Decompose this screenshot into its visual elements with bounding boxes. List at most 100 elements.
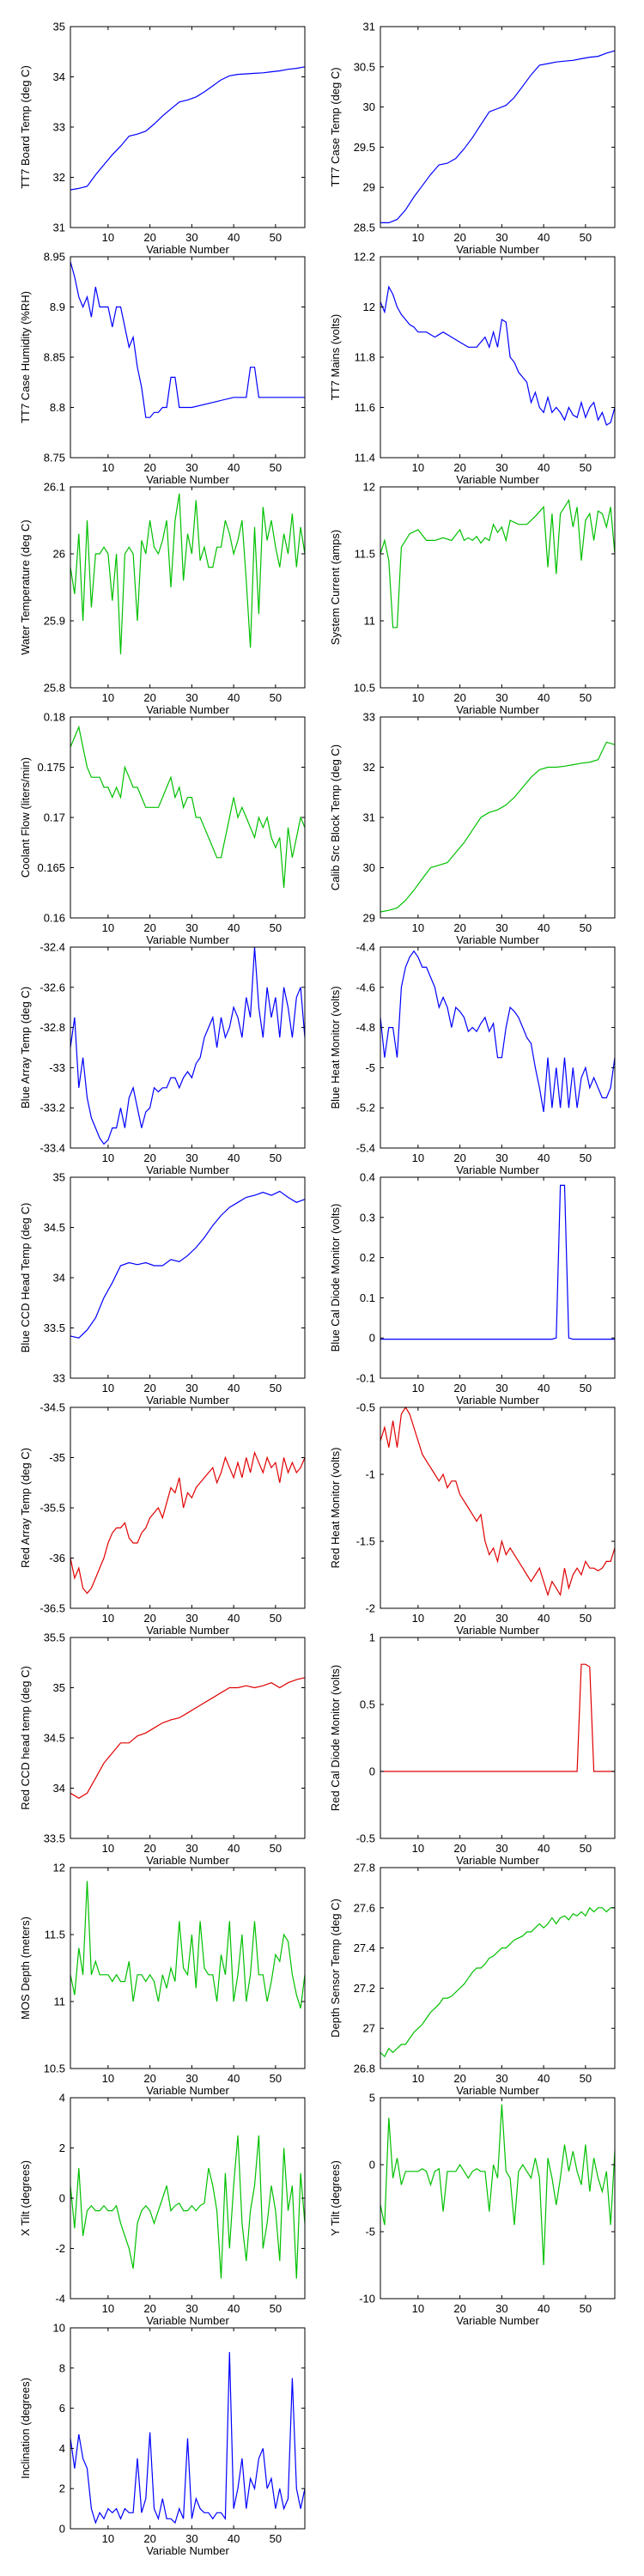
chart-1: 10 20 30 40 50 31 32 33 34 35 Variable Number TT7 B…	[19, 21, 306, 256]
y-tick-label: -4.6	[356, 981, 375, 993]
y-axis-label: TT7 Case Humidity (%RH)	[19, 291, 32, 423]
y-tick-label: 35	[53, 1171, 65, 1184]
x-tick-label: 20	[453, 231, 465, 244]
y-tick-label: 8.8	[50, 401, 65, 414]
y-tick-label: -2	[365, 1602, 375, 1615]
x-tick-label: 10	[412, 461, 424, 474]
y-tick-label: 26.1	[44, 481, 65, 494]
x-tick-label: 50	[580, 1151, 592, 1164]
x-axis-label: Variable Number	[146, 933, 229, 946]
x-tick-label: 30	[185, 691, 197, 704]
x-tick-label: 50	[580, 461, 592, 474]
y-axis-label: Y Tilt (degrees)	[329, 2160, 342, 2236]
y-tick-label: 11.5	[45, 1929, 65, 1941]
x-tick-label: 50	[270, 921, 282, 934]
x-tick-label: 40	[538, 691, 550, 704]
series-line	[70, 1880, 306, 2008]
y-tick-label: 35	[53, 1681, 65, 1694]
plot-frame	[70, 1406, 306, 1609]
y-tick-label: 34.5	[44, 1221, 65, 1234]
x-tick-label: 40	[228, 2532, 240, 2545]
x-axis-label: Variable Number	[456, 2084, 539, 2097]
chart-12: 10 20 30 40 50 -0.1 0 0.1 0.2 0.3 0.4 Variable Numb…	[329, 1171, 616, 1406]
x-tick-label: 20	[143, 921, 155, 934]
x-tick-label: 50	[270, 1151, 282, 1164]
y-tick-label: 33.5	[44, 1321, 65, 1334]
y-tick-label: 26.8	[354, 2063, 375, 2075]
x-axis-label: Variable Number	[456, 1163, 539, 1176]
x-axis-label: Variable Number	[146, 1624, 229, 1637]
plot-frame	[380, 1867, 616, 2069]
x-axis-label: Variable Number	[456, 1854, 539, 1867]
x-tick-label: 50	[580, 2302, 592, 2315]
x-tick-label: 40	[228, 1151, 240, 1164]
series-line	[380, 1406, 616, 1597]
series-line	[70, 493, 306, 655]
x-tick-label: 30	[495, 1612, 507, 1625]
y-tick-label: -33.4	[39, 1142, 65, 1155]
series-line	[380, 1663, 615, 1772]
y-tick-label: -36.5	[39, 1602, 65, 1615]
x-axis-label: Variable Number	[146, 243, 229, 256]
y-axis-label: Blue Cal Diode Monitor (volts)	[329, 1204, 342, 1352]
y-tick-label: 30	[363, 861, 375, 874]
x-tick-label: 30	[185, 2532, 197, 2545]
x-axis-label: Variable Number	[456, 473, 539, 486]
x-axis-label: Variable Number	[456, 933, 539, 946]
x-tick-label: 10	[412, 231, 424, 244]
y-axis-label: TT7 Case Temp (deg C)	[329, 67, 342, 186]
y-tick-label: 8.85	[44, 351, 65, 364]
y-tick-label: 26	[53, 548, 65, 561]
y-tick-label: -5	[365, 2226, 375, 2239]
x-tick-label: 10	[412, 1151, 424, 1164]
x-tick-label: 10	[412, 1842, 424, 1855]
plot-frame	[380, 1637, 616, 1839]
x-tick-label: 10	[102, 1382, 114, 1394]
x-tick-label: 10	[412, 691, 424, 704]
y-tick-label: 12	[363, 301, 375, 313]
x-tick-label: 30	[185, 921, 197, 934]
x-tick-label: 40	[538, 921, 550, 934]
y-axis-label: X Tilt (degrees)	[19, 2160, 32, 2236]
plot-frame	[380, 2097, 616, 2300]
y-tick-label: 11	[54, 1996, 66, 2008]
y-tick-label: 0.4	[360, 1171, 375, 1184]
x-tick-label: 30	[185, 1151, 197, 1164]
x-tick-label: 10	[102, 1151, 114, 1164]
y-axis-label: MOS Depth (meters)	[19, 1917, 32, 2020]
x-tick-label: 20	[143, 461, 155, 474]
y-tick-label: -32.4	[39, 941, 65, 954]
y-tick-label: 11.4	[355, 452, 375, 465]
x-tick-label: 40	[228, 691, 240, 704]
x-tick-label: 50	[580, 1612, 592, 1625]
y-axis-label: Water Temperature (deg C)	[19, 519, 32, 655]
y-tick-label: -5	[365, 1061, 375, 1074]
plot-frame	[380, 1406, 616, 1609]
y-axis-label: Blue CCD Head Temp (deg C)	[19, 1203, 32, 1353]
x-tick-label: 10	[102, 1612, 114, 1625]
x-tick-label: 20	[143, 2302, 155, 2315]
y-tick-label: 34	[53, 1272, 65, 1285]
x-tick-label: 40	[228, 461, 240, 474]
y-tick-label: -5.2	[356, 1102, 375, 1115]
y-axis-label: Inclination (degrees)	[19, 2378, 32, 2479]
x-tick-label: 20	[453, 2072, 465, 2085]
x-tick-label: 50	[270, 691, 282, 704]
x-axis-label: Variable Number	[146, 2084, 229, 2097]
y-tick-label: 28.5	[354, 222, 375, 234]
chart-11: 10 20 30 40 50 33 33.5 34 34.5 35 Variable Number B…	[19, 1171, 306, 1406]
y-tick-label: 30.5	[354, 60, 375, 73]
y-tick-label: -36	[49, 1552, 65, 1564]
x-tick-label: 10	[102, 2532, 114, 2545]
series-line	[380, 285, 616, 426]
chart-7: 10 20 30 40 50 0.16 0.165 0.17 0.175 0.18 Variable…	[19, 711, 306, 946]
x-tick-label: 40	[228, 921, 240, 934]
x-axis-label: Variable Number	[456, 703, 539, 716]
x-tick-label: 20	[453, 1612, 465, 1625]
series-line	[70, 2135, 306, 2279]
x-tick-label: 40	[538, 2072, 550, 2085]
series-line	[70, 66, 306, 191]
x-axis-label: Variable Number	[146, 1854, 229, 1867]
x-tick-label: 50	[580, 921, 592, 934]
